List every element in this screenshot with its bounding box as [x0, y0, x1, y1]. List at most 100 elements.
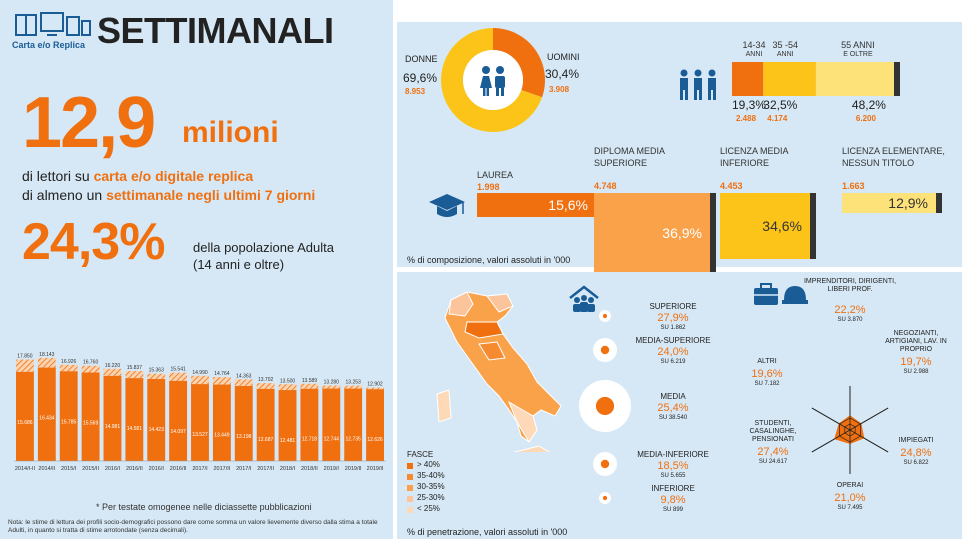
professions-radar — [811, 386, 889, 474]
class-bubble-core-2 — [595, 396, 615, 416]
class-pct-3: 18,5% — [657, 460, 689, 472]
hero-line-1: di lettori su carta e/o digitale replica — [22, 168, 254, 184]
bar-top-label-15: 13.253 — [346, 380, 362, 386]
bar-total-5 — [125, 370, 144, 379]
class-pct-0: 27,9% — [657, 312, 689, 324]
italy-map — [436, 291, 562, 452]
profession-su-operai: SU 7.495 — [837, 505, 863, 511]
profession-pct-operai: 21,0% — [834, 492, 866, 504]
age-group-pct-0: 19,3% — [732, 98, 767, 112]
bar-homogeneous-0 — [16, 371, 34, 461]
bar-inner-label-15: 12.735 — [346, 437, 362, 443]
profession-pct-altri: 19,6% — [751, 368, 783, 380]
bar-category-11: 2017/II — [257, 466, 274, 472]
bar-total-11 — [256, 383, 275, 389]
briefcase-helmet-icon — [754, 283, 808, 305]
bar-homogeneous-12 — [278, 390, 297, 461]
page-title: SETTIMANALI — [97, 10, 334, 51]
bar-inner-label-14: 12.744 — [324, 437, 340, 443]
bar-homogeneous-5 — [125, 378, 144, 461]
profession-su-impiegati: SU 6.822 — [903, 460, 929, 466]
bar-homogeneous-11 — [256, 388, 275, 461]
age-group-sub-1: ANNI — [776, 51, 794, 58]
class-label-4: INFERIORE — [651, 484, 695, 493]
bar-inner-label-7: 14.097 — [170, 429, 186, 435]
education-pct-1: 36,9% — [662, 225, 702, 241]
men-abs: 3.908 — [549, 85, 570, 94]
map-legend-label-3: 25-30% — [417, 493, 445, 502]
profession-su-negozianti: SU 2.988 — [903, 369, 929, 375]
bar-homogeneous-10 — [234, 385, 253, 461]
map-legend-label-4: < 25% — [417, 504, 440, 513]
age-group-pct-2: 48,2% — [851, 98, 886, 112]
class-bubble-core-4 — [602, 495, 608, 501]
bar-category-13: 2018/II — [301, 466, 318, 472]
bar-category-4: 2016/I — [105, 466, 121, 472]
bar-inner-label-13: 12.718 — [302, 437, 318, 443]
radar-axis-overlay-5 — [811, 407, 851, 431]
house-people-icon — [569, 285, 599, 312]
bar-category-9: 2017/II — [213, 466, 230, 472]
map-legend-title: FASCE — [407, 450, 434, 459]
class-label-1: MEDIA-SUPERIORE — [635, 336, 711, 345]
bar-top-label-1: 18.143 — [39, 352, 55, 358]
profession-label-negozianti: NEGOZIANTI, ARTIGIANI, LAV. IN PROPRIO — [885, 330, 947, 353]
class-su-4: SU 899 — [662, 507, 683, 513]
bar-total-7 — [169, 372, 188, 381]
age-group-label-0: 14-34 — [742, 40, 766, 50]
hero-big-unit: milioni — [182, 116, 279, 149]
bar-category-7: 2016/II — [170, 466, 187, 472]
hero-big-number: 12,9 — [22, 83, 156, 163]
bar-category-0: 2014/I-II — [15, 466, 36, 472]
age-group-sub-0: ANNI — [745, 51, 763, 58]
class-su-1: SU 6.219 — [660, 359, 686, 365]
education-label-3: LICENZA ELEMENTARE, NESSUN TITOLO — [842, 146, 945, 168]
bar-total-16 — [366, 387, 384, 390]
map-legend-swatch-2 — [407, 485, 413, 491]
bar-inner-label-8: 13.527 — [192, 432, 208, 438]
bar-inner-label-4: 14.981 — [105, 424, 121, 430]
age-group-abs-0: 2.488 — [736, 114, 757, 123]
bar-total-10 — [234, 379, 253, 386]
map-legend-label-0: > 40% — [417, 460, 440, 469]
people-group-icon — [680, 69, 716, 100]
bar-category-8: 2017/I — [192, 466, 208, 472]
profession-pct-impiegati: 24,8% — [900, 447, 932, 459]
class-bubble-core-1 — [600, 345, 610, 355]
bar-category-1: 2014/II — [38, 466, 55, 472]
penetration-footer: % di penetrazione, valori assoluti in '0… — [407, 527, 568, 537]
education-abs-3: 1.663 — [842, 181, 865, 191]
bar-top-label-16: 12.902 — [367, 382, 383, 388]
profession-label-altri: ALTRI — [757, 358, 777, 365]
bar-homogeneous-2 — [59, 371, 78, 461]
class-bubble-core-0 — [602, 313, 608, 319]
bar-inner-label-3: 15.569 — [83, 421, 99, 427]
age-group-sub-2: E OLTRE — [843, 51, 873, 58]
bar-total-0 — [16, 359, 34, 372]
profession-pct-studenti: 27,4% — [757, 446, 789, 458]
bar-total-1 — [37, 357, 56, 368]
bar-homogeneous-14 — [322, 388, 341, 461]
social-class-bubbles — [579, 310, 631, 504]
bar-top-label-3: 16.760 — [83, 360, 99, 366]
bar-total-9 — [212, 377, 231, 385]
education-label-0: LAUREA — [477, 170, 514, 180]
bar-inner-label-6: 14.423 — [149, 427, 165, 433]
map-legend-label-2: 30-35% — [417, 482, 445, 491]
bar-total-2 — [59, 364, 78, 372]
bar-homogeneous-8 — [191, 384, 209, 461]
radar-axis-overlay-2 — [849, 429, 889, 453]
profession-su-studenti: SU 24.617 — [758, 459, 788, 465]
hero-pct-desc-1: della popolazione Adulta — [193, 240, 334, 255]
profession-pct-imprenditori: 22,2% — [834, 304, 866, 316]
bar-total-15 — [344, 385, 363, 389]
bar-category-15: 2019/II — [345, 466, 362, 472]
bar-top-label-8: 14.990 — [192, 370, 208, 376]
age-group-label-1: 35 -54 — [772, 40, 799, 50]
class-pct-1: 24,0% — [657, 346, 689, 358]
footnote-note: Nota: le stime di lettura dei profili so… — [8, 519, 378, 534]
bar-top-label-13: 13.589 — [302, 378, 318, 384]
bar-top-label-14: 13.280 — [324, 380, 340, 386]
age-bar — [732, 62, 900, 96]
bar-inner-label-2: 15.785 — [61, 419, 77, 425]
